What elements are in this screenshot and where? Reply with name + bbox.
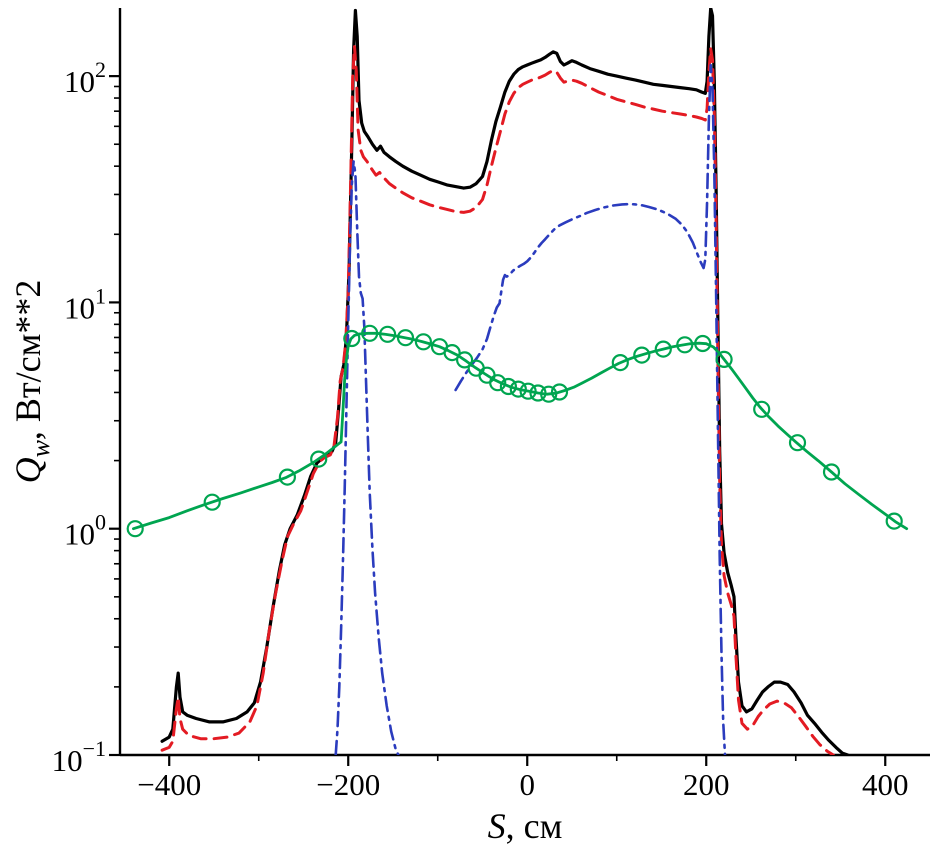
series-group — [126, 8, 909, 755]
marker-green-markers — [694, 334, 712, 353]
y-tick-label: 102 — [64, 57, 106, 99]
x-axis-label: S, см — [488, 806, 563, 846]
marker-green-markers — [396, 329, 415, 347]
marker-green-markers — [654, 340, 672, 358]
marker-green-markers — [414, 333, 432, 351]
marker-green-markers — [822, 463, 841, 481]
x-tick-label: 200 — [683, 767, 730, 802]
series-blue-dashdot — [334, 160, 400, 755]
axes: −400 −200 0 200 400 10−1 100 101 102 — [52, 8, 930, 802]
y-axis-label: Qw, Вт/см**2 — [8, 280, 55, 484]
marker-green-markers — [753, 400, 771, 418]
series-green-markers — [132, 331, 909, 531]
marker-green-markers — [203, 493, 221, 511]
marker-green-markers — [715, 350, 733, 368]
marker-green-markers — [611, 354, 629, 372]
marker-green-markers — [540, 385, 558, 403]
x-tick-label: −400 — [137, 767, 201, 802]
marker-green-markers — [529, 384, 547, 402]
marker-green-markers — [499, 377, 517, 396]
marker-green-markers — [519, 382, 537, 400]
marker-green-markers — [489, 374, 507, 392]
series-black-solid — [160, 8, 850, 755]
marker-green-markers — [676, 336, 694, 354]
marker-green-markers — [126, 520, 144, 538]
x-tick-label: 0 — [519, 767, 535, 802]
y-tick-label: 100 — [64, 510, 106, 552]
marker-green-markers — [788, 434, 807, 452]
x-tick-label: −200 — [316, 767, 380, 802]
series-red-dashed — [160, 45, 835, 755]
marker-green-markers — [633, 346, 651, 364]
marker-green-markers — [361, 324, 379, 342]
y-tick-label: 10−1 — [52, 736, 106, 778]
y-tick-label: 101 — [64, 283, 106, 325]
marker-green-markers — [310, 450, 328, 468]
series-blue-dashdot — [454, 63, 727, 755]
marker-green-markers — [443, 344, 461, 362]
marker-green-markers — [343, 329, 361, 348]
marker-green-markers — [278, 468, 296, 486]
marker-green-markers — [456, 351, 474, 369]
marker-green-markers — [550, 383, 569, 401]
marker-green-markers — [885, 512, 903, 530]
x-tick-label: 400 — [862, 767, 909, 802]
marker-green-markers — [509, 380, 527, 398]
marker-green-markers — [379, 325, 397, 343]
